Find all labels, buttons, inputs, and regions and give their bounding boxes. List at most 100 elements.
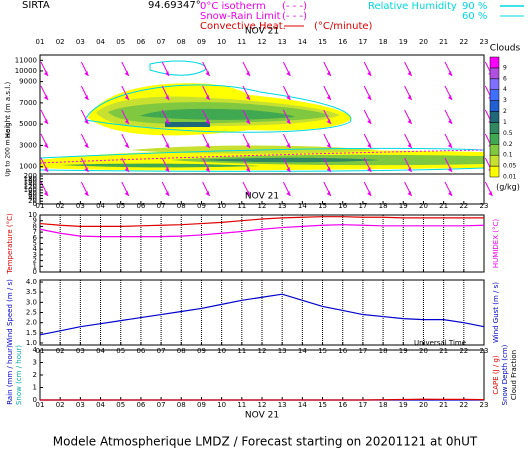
wind-arrow-head [205, 95, 210, 100]
x-tick-label: 22 [459, 347, 468, 355]
wind-arrow-head [367, 71, 372, 76]
x-tick-label: 20 [419, 202, 428, 210]
y-tick-label: 20 [28, 197, 37, 205]
wind-arrow-head [124, 167, 129, 172]
x-tick-label: 15 [318, 401, 327, 409]
wind-arrow-head [286, 119, 291, 124]
colorbar-swatch [489, 78, 500, 90]
plot-frame [39, 349, 485, 401]
x-tick-label: 02 [56, 202, 65, 210]
x-tick-label: 19 [399, 401, 408, 409]
y-tick-label: 2 [33, 371, 37, 379]
y-tick-label: 11000 [15, 56, 37, 64]
colorbar-swatch [489, 165, 500, 178]
x-tick-label: 14 [298, 401, 307, 409]
wind-arrow-head [367, 167, 372, 172]
snow-rain: Snow-Rain Limit [200, 11, 281, 22]
x-tick-label: 04 [96, 38, 105, 46]
x-tick-label: 06 [136, 38, 145, 46]
y-tick-label: 200 [24, 172, 37, 180]
x-tick-label: 07 [157, 202, 166, 210]
colorbar-swatch [489, 89, 500, 101]
wind-arrow-head [44, 191, 48, 196]
y-tick-label: 1.0 [26, 339, 37, 347]
wind-arrow-head [205, 191, 210, 196]
axis-label: CAPE (J / g) [492, 355, 500, 395]
date: NOV 21 [245, 411, 279, 421]
wind-arrow-head [165, 119, 170, 124]
y-tick-label: 3 [33, 359, 37, 367]
x-tick-label: 15 [318, 347, 327, 355]
colorbar-label: Clouds [490, 44, 521, 54]
y-tick-label: 2.5 [26, 309, 37, 317]
isotherm-key: (- - -) [282, 1, 307, 12]
rh-90: 90 % [462, 1, 487, 12]
y-tick-label: 0 [33, 200, 37, 208]
y-tick-label: 4.0 [26, 278, 37, 286]
wind-arrow-head [407, 119, 412, 124]
wind-arrow-head [84, 143, 89, 148]
y-tick-label: 160 [24, 178, 37, 186]
y-tick-label: 3 [33, 251, 37, 259]
y-tick-label: 4 [33, 245, 38, 253]
series-line [39, 216, 484, 227]
x-tick-label: 22 [459, 38, 468, 46]
wind-arrow-head [165, 71, 170, 76]
axis-label: Snow Depth (cm) [501, 344, 509, 405]
wind-arrow-head [124, 143, 129, 148]
isotherm: 0°C isotherm [200, 1, 266, 12]
wind-arrow-head [165, 95, 170, 100]
wind-arrow-head [367, 95, 372, 100]
colorbar-tick-label: 4 [503, 86, 507, 93]
axis-label: Temperature (°C) [6, 213, 14, 275]
date: NOV 21 [245, 27, 279, 37]
wind-arrow-head [246, 95, 250, 100]
x-tick-label: 04 [96, 347, 105, 355]
wind-arrow-head [448, 167, 452, 172]
wind-arrow-head [448, 191, 452, 196]
wind-arrow-head [407, 191, 412, 196]
y-tick-label: 1 [33, 262, 37, 270]
y-tick-label: 2.0 [26, 319, 37, 327]
y-tick-label: 1.5 [26, 329, 37, 337]
x-tick-label: 11 [237, 347, 246, 355]
y-tick-label: 0 [33, 396, 37, 404]
wind-arrow-head [44, 143, 48, 148]
x-tick-label: 09 [197, 38, 206, 46]
x-tick-label: 09 [197, 347, 206, 355]
colorbar-tick-label: 1 [503, 119, 507, 126]
x-tick-label: 09 [197, 202, 206, 210]
x-tick-label: 10 [217, 202, 226, 210]
x-tick-label: 05 [116, 347, 125, 355]
x-tick-label: 12 [258, 38, 267, 46]
wind-arrow-head [286, 95, 291, 100]
wind-arrow-head [407, 167, 412, 172]
x-tick-label: 21 [439, 347, 448, 355]
wind-arrow-head [124, 71, 129, 76]
wind-arrow-head [205, 119, 210, 124]
x-tick-label: 02 [56, 401, 65, 409]
x-tick-label: 06 [136, 401, 145, 409]
colorbar-swatch [489, 56, 500, 69]
wind-arrow-head [326, 95, 331, 100]
colorbar-swatch [489, 67, 500, 80]
x-tick-label: 03 [76, 401, 85, 409]
wind-arrow-head [448, 71, 452, 76]
wind-arrow-head [367, 119, 372, 124]
series-line [39, 293, 485, 336]
axis-label: HUMIDEX (°C) [492, 219, 500, 268]
y-tick-label: 6 [33, 234, 38, 242]
y-tick-label: 180 [24, 175, 37, 183]
x-tick-label: 23 [480, 401, 489, 409]
x-tick-label: 18 [379, 401, 388, 409]
x-tick-label: 22 [459, 202, 468, 210]
wind-arrow-head [165, 143, 170, 148]
rh-label: Relative Humidity [368, 1, 457, 12]
wind-arrow-head [326, 71, 331, 76]
colorbar-swatch [489, 144, 500, 156]
x-tick-label: 12 [258, 401, 267, 409]
wind-arrow-head [326, 191, 331, 196]
x-tick-label: 17 [358, 38, 367, 46]
y-tick-label: 7 [33, 228, 37, 236]
x-tick-label: 18 [379, 38, 388, 46]
